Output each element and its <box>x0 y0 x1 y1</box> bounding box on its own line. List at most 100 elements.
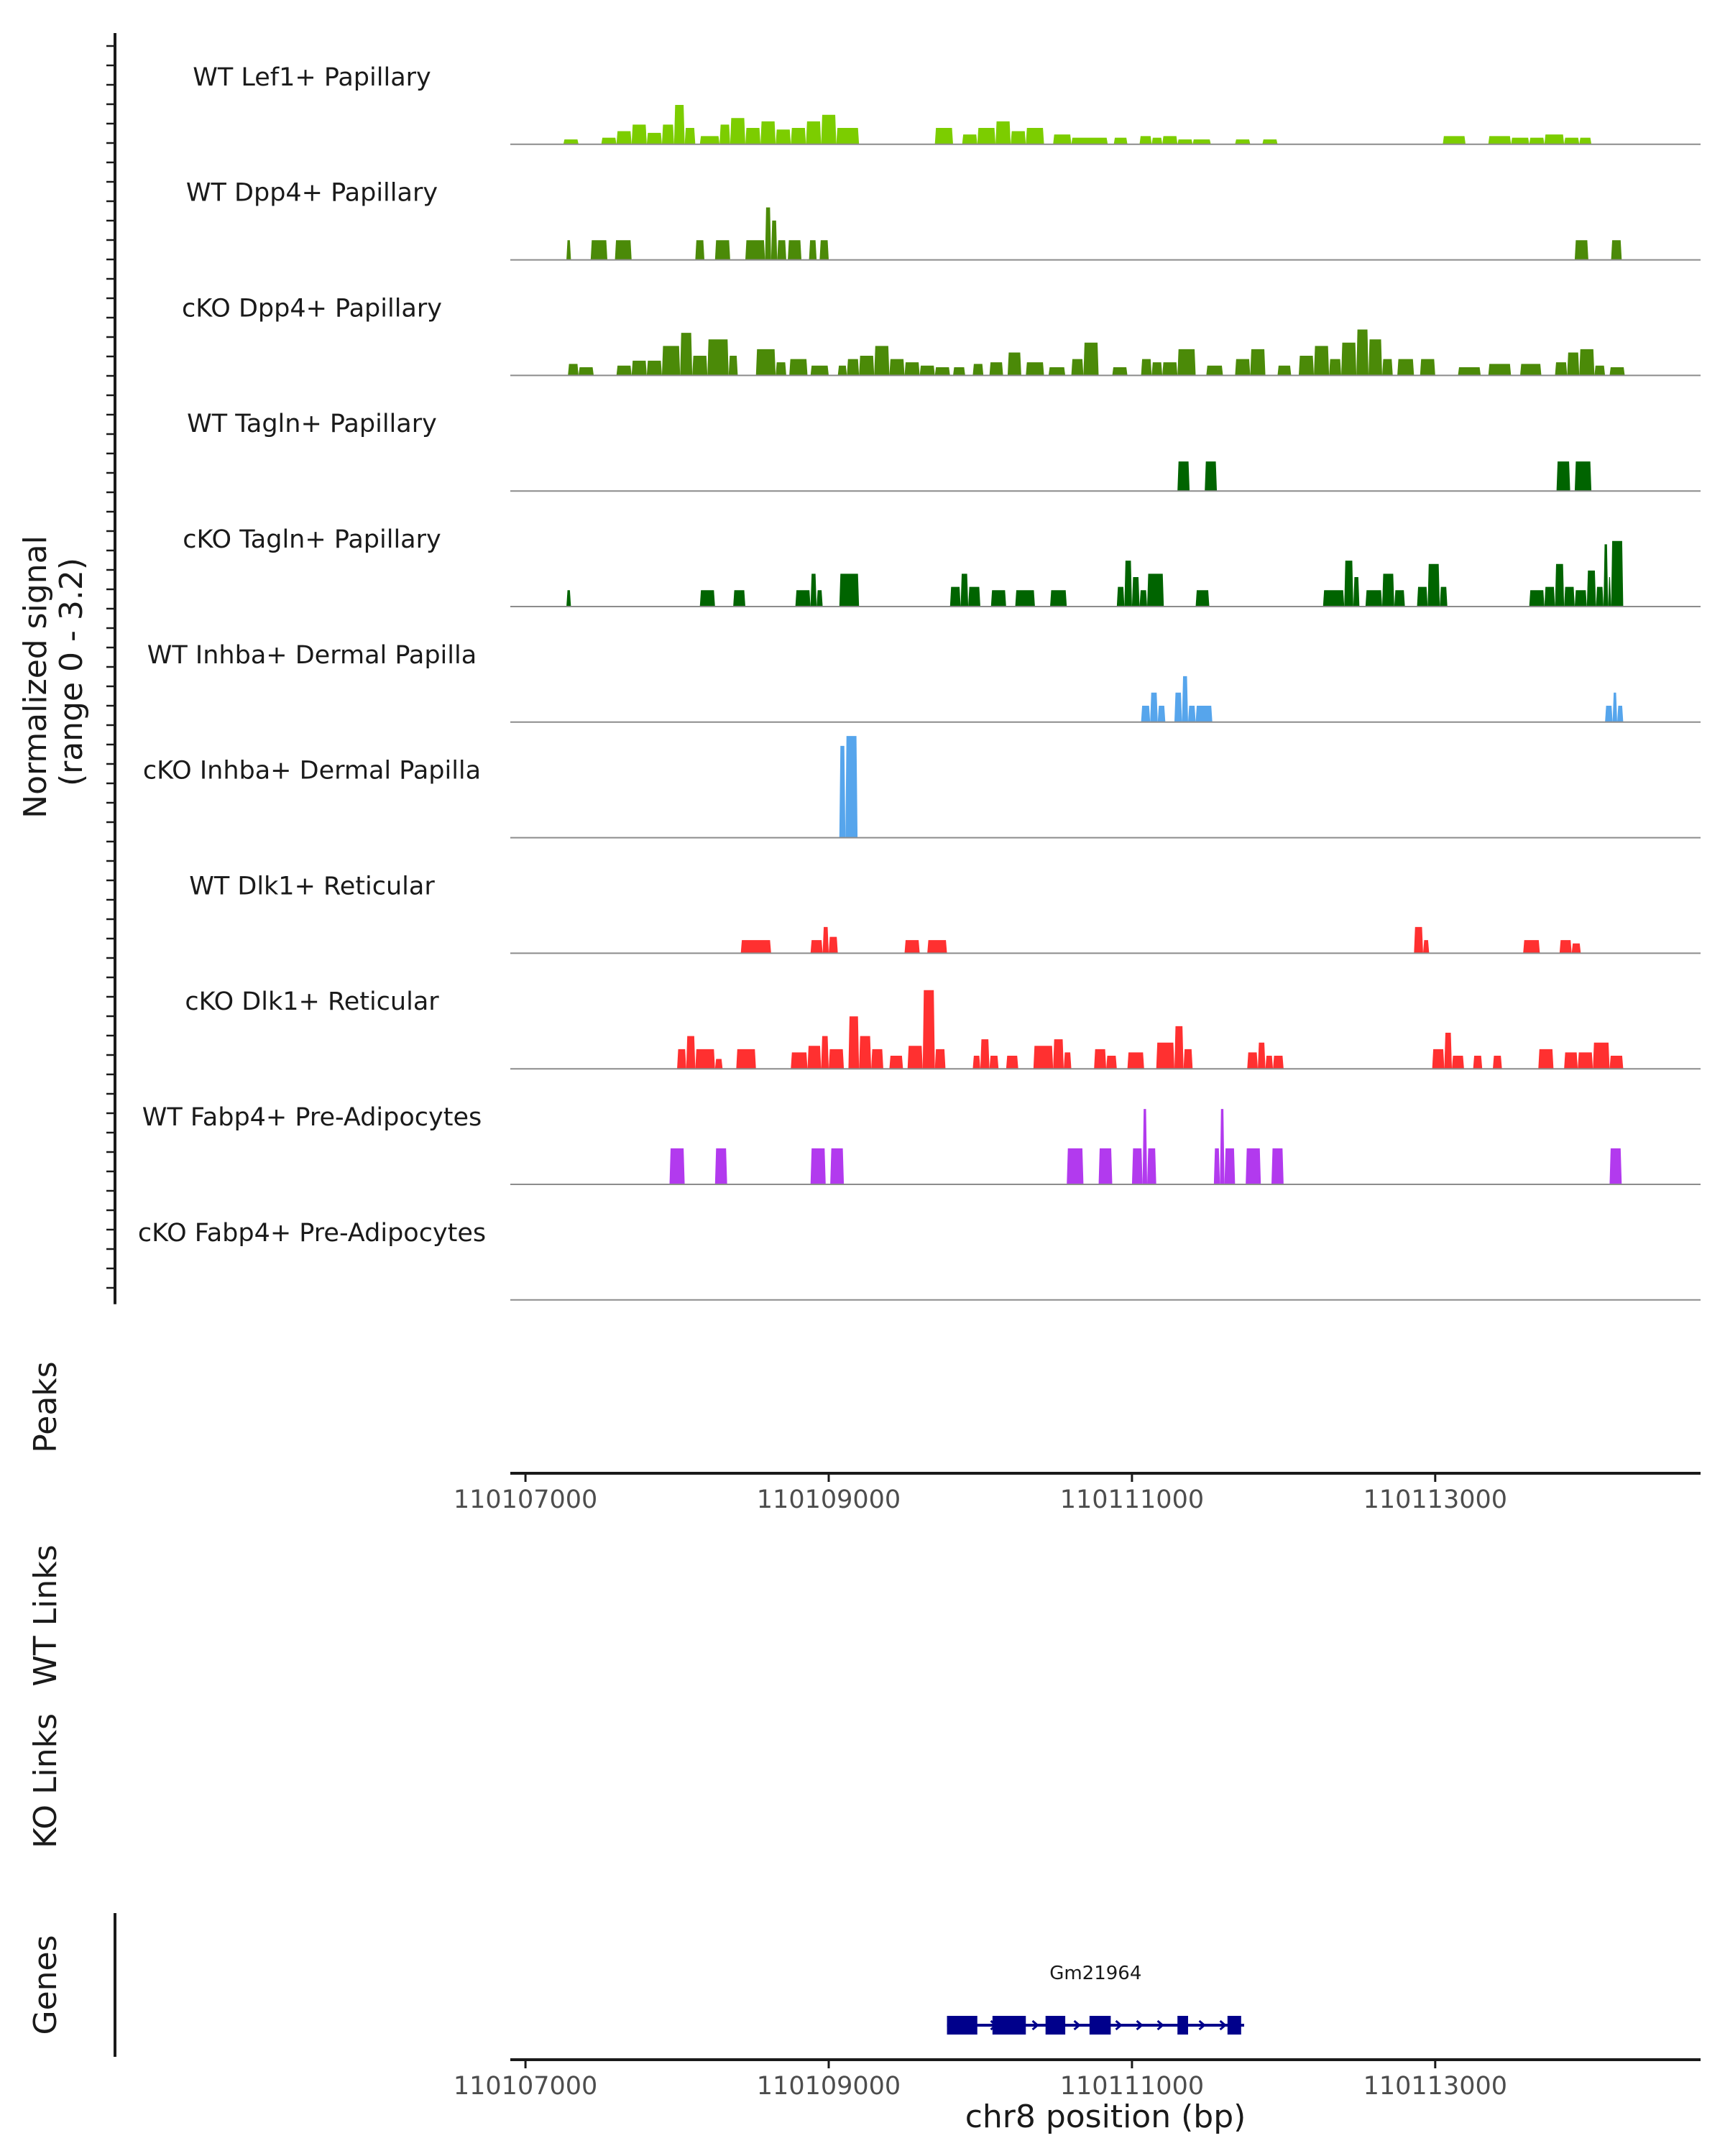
signal-bin <box>1205 461 1218 492</box>
signal-bin <box>1579 137 1592 144</box>
signal-bin <box>1162 362 1178 376</box>
signal-bin <box>968 586 980 607</box>
gene-name-label: Gm21964 <box>1049 1963 1141 1984</box>
signal-bin <box>1048 367 1066 376</box>
signal-bin <box>821 114 837 144</box>
y-axis-title: Normalized signal (range 0 - 3.2) <box>17 525 90 819</box>
wt-links-label: WT Links <box>27 1544 64 1686</box>
signal-bin <box>819 240 829 260</box>
signal-bin <box>889 359 905 376</box>
signal-bin <box>1567 352 1580 376</box>
signal-bin <box>1394 590 1405 607</box>
signal-bin <box>669 1148 685 1184</box>
signal-bin <box>1414 926 1423 954</box>
signal-bin <box>1356 329 1369 376</box>
gene-exon <box>992 2016 1026 2035</box>
signal-bin <box>1271 1148 1284 1184</box>
track-3: cKO Dpp4+ Papillary <box>182 294 1701 377</box>
x-tick-label: 110113000 <box>1363 2072 1507 2101</box>
signal-bin <box>1341 342 1357 376</box>
signal-bin <box>810 940 823 954</box>
signal-bin <box>1127 1052 1144 1069</box>
signal-bin <box>1141 359 1152 376</box>
signal-bin <box>922 990 935 1069</box>
track-label: cKO Fabp4+ Pre-Adipocytes <box>138 1219 486 1248</box>
signal-bin <box>1596 586 1604 607</box>
signal-bin <box>1026 127 1044 144</box>
signal-bin <box>1139 590 1148 607</box>
signal-bin <box>714 1148 727 1184</box>
signal-bin <box>839 745 846 838</box>
signal-bin <box>1488 136 1512 144</box>
signal-bin <box>1444 1033 1453 1069</box>
x-tick-label: 110111000 <box>1060 1485 1204 1514</box>
signal-bin <box>1314 346 1330 376</box>
signal-bin <box>871 1049 883 1069</box>
x-tick-label: 110113000 <box>1363 1485 1507 1514</box>
signal-bin <box>1235 139 1251 144</box>
signal-bin <box>1131 576 1140 607</box>
gene-exon <box>1089 2016 1111 2035</box>
signal-bin <box>1529 137 1545 144</box>
signal-bin <box>1427 563 1440 607</box>
signal-bin <box>673 105 685 144</box>
signal-bin <box>714 240 730 260</box>
signal-bin <box>810 573 817 607</box>
signal-bin <box>1174 692 1182 722</box>
ko-links-label: KO Links <box>27 1713 64 1848</box>
signal-bin <box>719 124 730 144</box>
signal-bin <box>699 136 720 144</box>
y-axis <box>106 33 116 1304</box>
signal-bin <box>1147 1148 1156 1184</box>
signal-bin <box>680 333 693 376</box>
signal-bin <box>1608 576 1611 607</box>
signal-bin <box>990 590 1006 607</box>
x-tick-label: 110109000 <box>757 1485 901 1514</box>
signal-bin <box>927 940 947 954</box>
signal-bin <box>714 1059 723 1069</box>
signal-bin <box>684 127 696 144</box>
track-label: cKO Dlk1+ Reticular <box>185 987 439 1016</box>
signal-bin <box>1265 1055 1274 1069</box>
signal-bin <box>1053 134 1072 144</box>
track-label: WT Inhba+ Dermal Papilla <box>147 641 477 670</box>
signal-bin <box>960 573 969 607</box>
signal-bin <box>1094 1049 1107 1069</box>
signal-bin <box>566 240 571 260</box>
signal-bin <box>578 367 594 376</box>
signal-bin <box>1142 1109 1148 1184</box>
signal-bin <box>789 359 808 376</box>
signal-bin <box>1422 940 1430 954</box>
signal-bin <box>1612 692 1617 722</box>
track-6: WT Inhba+ Dermal Papilla <box>147 641 1701 723</box>
signal-bin <box>1555 563 1565 607</box>
signal-bin <box>1124 561 1132 607</box>
signal-panel: WT Lef1+ Papillary WT Dpp4+ Papillary cKO … <box>138 63 1701 1301</box>
track-label: cKO Tagln+ Papillary <box>183 525 441 554</box>
signal-bin <box>1141 705 1151 722</box>
signal-bin <box>730 118 745 144</box>
signal-bin <box>847 359 860 376</box>
peaks-label: Peaks <box>27 1361 64 1452</box>
signal-bin <box>919 365 935 376</box>
signal-bin <box>1432 1049 1445 1069</box>
signal-bin <box>661 346 681 376</box>
track-label: WT Lef1+ Papillary <box>193 63 431 92</box>
signal-bin <box>1329 359 1342 376</box>
signal-bin <box>616 131 632 144</box>
signal-bin <box>745 127 761 144</box>
signal-bin <box>989 1055 999 1069</box>
track-10: WT Fabp4+ Pre-Adipocytes <box>142 1103 1701 1185</box>
y-axis-title-line1: Normalized signal <box>17 535 54 819</box>
strand-arrow <box>1136 2019 1144 2031</box>
signal-bin <box>989 362 1003 376</box>
signal-bin <box>952 367 965 376</box>
signal-bin <box>1519 364 1542 376</box>
signal-bin <box>1187 705 1196 722</box>
signal-bin <box>1015 590 1035 607</box>
gene-exon <box>1045 2016 1066 2035</box>
signal-bin <box>806 121 822 144</box>
signal-bin <box>695 1049 715 1069</box>
signal-bin <box>1112 367 1128 376</box>
signal-bin <box>601 137 617 144</box>
